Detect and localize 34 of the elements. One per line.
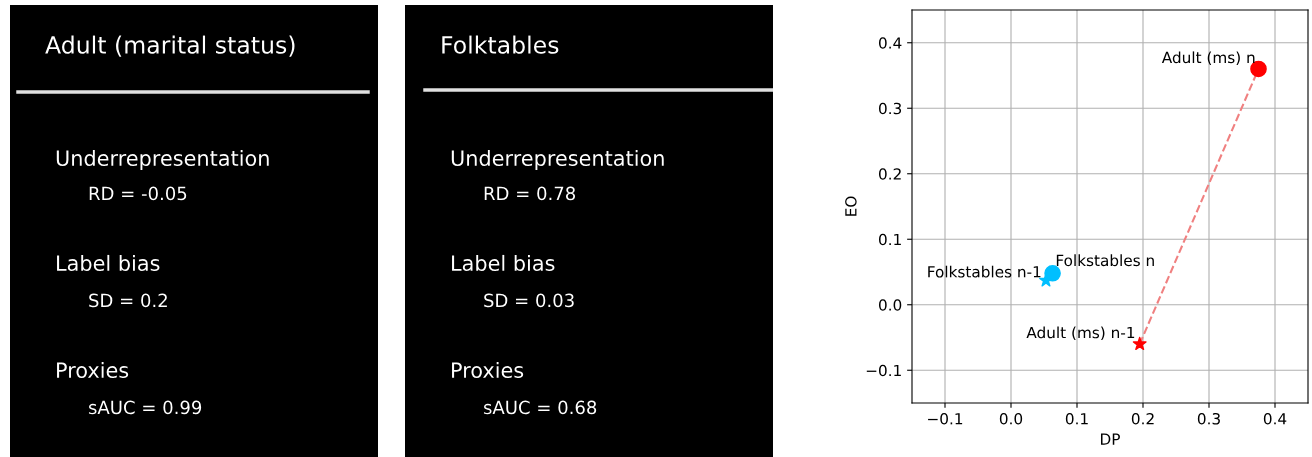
y-tick-label: 0.4 xyxy=(878,37,902,49)
text: sAUC = 0.68 xyxy=(483,400,597,415)
y-tick-label: 0.3 xyxy=(878,102,902,115)
text: sAUC = 0.99 xyxy=(88,400,202,415)
text: Folktables xyxy=(442,35,559,54)
y-tick-label: −0.1 xyxy=(866,364,901,377)
point xyxy=(1039,273,1053,287)
text: Label bias xyxy=(57,254,160,272)
series-label: Folkstables n xyxy=(1056,254,1154,267)
y-tick-label: 0.2 xyxy=(878,168,901,180)
text: Proxies xyxy=(57,361,129,379)
series-label: Folkstables n-1 xyxy=(928,265,1041,278)
x-tick-label: 0.0 xyxy=(999,412,1023,425)
y-axis-title: EO xyxy=(845,196,857,216)
text: Underrepresentation xyxy=(56,149,269,171)
text: Proxies xyxy=(452,361,524,379)
series-label: Adult (ms) n xyxy=(1161,51,1255,66)
text: SD = 0.03 xyxy=(484,293,574,308)
text: Label bias xyxy=(452,254,555,272)
y-tick-label: 0.0 xyxy=(878,299,902,311)
text: RD = 0.78 xyxy=(484,186,576,201)
x-tick-label: 0.1 xyxy=(1065,412,1088,425)
text: RD = -0.05 xyxy=(89,186,187,201)
text: SD = 0.2 xyxy=(89,293,167,308)
x-tick-label: 0.2 xyxy=(1131,412,1154,425)
series-label: Adult (ms) n-1 xyxy=(1026,326,1135,341)
text: Underrepresentation xyxy=(451,149,664,171)
text: Adult (marital status) xyxy=(45,35,295,57)
x-axis-title: DP xyxy=(1101,433,1120,445)
y-tick-label: 0.1 xyxy=(878,233,901,246)
x-tick-label: 0.3 xyxy=(1197,412,1220,425)
x-tick-label: −0.1 xyxy=(928,412,963,425)
x-tick-label: 0.4 xyxy=(1263,412,1287,425)
point xyxy=(1132,336,1147,351)
